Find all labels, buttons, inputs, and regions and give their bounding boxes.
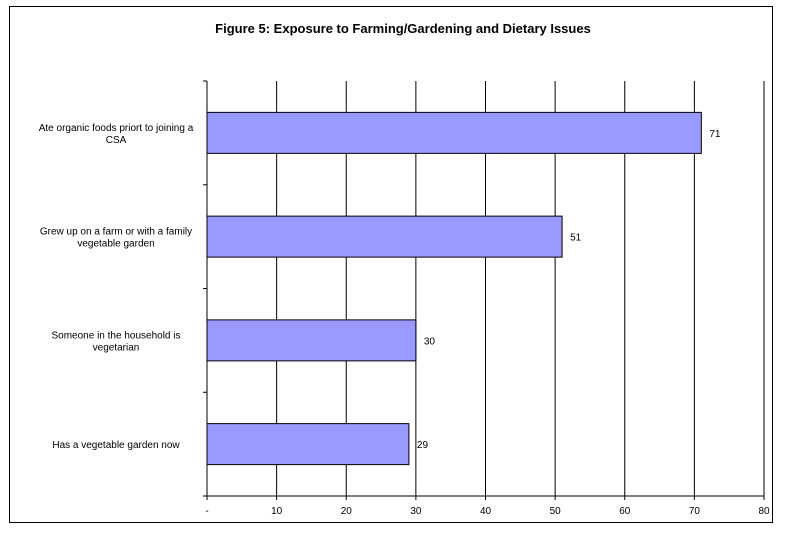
- data-label-3: 29: [417, 440, 429, 451]
- data-label-0: 71: [709, 129, 721, 140]
- x-tick-label-60: 60: [619, 506, 631, 517]
- category-label-line: CSA: [106, 135, 127, 146]
- x-tick-label-70: 70: [689, 506, 701, 517]
- chart-title: Figure 5: Exposure to Farming/Gardening …: [215, 21, 591, 36]
- category-label-line: Someone in the household is: [52, 330, 181, 341]
- category-label-3: Has a vegetable garden now: [52, 440, 180, 451]
- x-tick-label-80: 80: [758, 506, 770, 517]
- category-label-line: Grew up on a farm or with a family: [40, 227, 192, 238]
- category-label-line: vegetable garden: [77, 239, 154, 250]
- data-label-1: 51: [570, 233, 582, 244]
- category-label-0: Ate organic foods priort to joining a CSA: [39, 123, 194, 146]
- category-label-1: Grew up on a farm or with a family vegeta…: [40, 227, 192, 250]
- category-label-line: vegetarian: [93, 342, 140, 353]
- x-tick-label-30: 30: [410, 506, 422, 517]
- bar-3: [206, 423, 410, 466]
- x-tick-label-40: 40: [480, 506, 492, 517]
- bar-2: [206, 319, 417, 362]
- category-label-line: Ate organic foods priort to joining a: [39, 123, 194, 134]
- x-tick-label-50: 50: [550, 506, 562, 517]
- x-tick-label-10: 10: [271, 506, 283, 517]
- bar-0: [206, 111, 702, 154]
- x-tick-label-20: 20: [341, 506, 353, 517]
- x-tick-label-0: -: [205, 506, 208, 517]
- bar-1: [206, 215, 563, 258]
- data-label-2: 30: [424, 336, 436, 347]
- category-label-line: Has a vegetable garden now: [52, 440, 180, 451]
- category-label-2: Someone in the household is vegetarian: [52, 330, 181, 353]
